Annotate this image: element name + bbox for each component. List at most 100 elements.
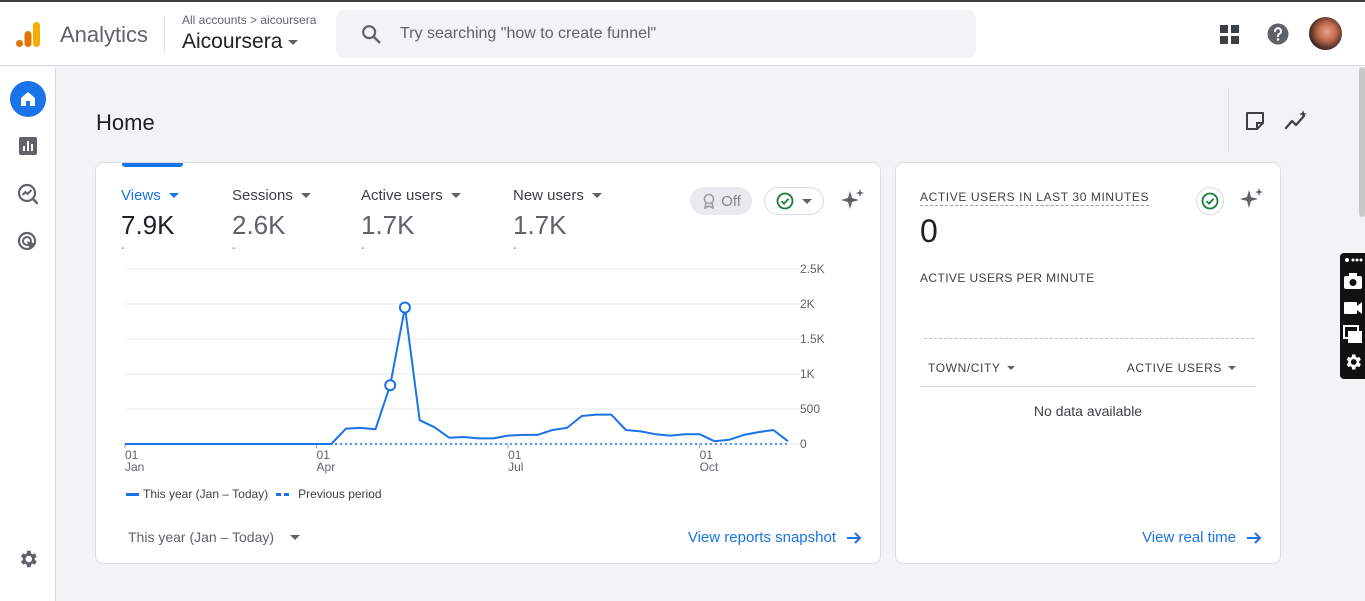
top-app-bar: Analytics All accounts > aicoursera Aico… [0, 2, 1365, 66]
metric-label: Views [121, 187, 161, 204]
check-circle-icon [1201, 192, 1219, 210]
benchmark-toggle[interactable]: Off [690, 187, 752, 215]
reports-icon [19, 137, 37, 155]
search-bar[interactable] [336, 10, 976, 58]
page-title: Home [96, 110, 155, 135]
legend-solid-line [126, 492, 139, 496]
more-options-icon[interactable] [1343, 255, 1363, 265]
side-navigation [0, 67, 56, 601]
empty-state-text: No data available [1033, 403, 1143, 419]
y-tick-label: 2.5K [800, 263, 825, 276]
header-divider [164, 16, 165, 52]
view-real-time-link[interactable]: View real time [1142, 529, 1262, 546]
column-header-active-users[interactable]: ACTIVE USERS [1127, 361, 1236, 375]
realtime-active-users-value: 0 [920, 213, 938, 249]
account-name: Aicoursera [182, 30, 283, 53]
realtime-title[interactable]: ACTIVE USERS IN LAST 30 MINUTES [920, 190, 1150, 206]
x-tick-day-label: 01 [317, 448, 331, 462]
breadcrumb[interactable]: All accounts > aicoursera [182, 13, 317, 27]
caret-down-icon [288, 39, 299, 45]
metric-label: Active users [361, 187, 443, 204]
settings-icon [20, 550, 37, 568]
realtime-data-quality-button[interactable] [1196, 187, 1224, 215]
metric-tab-sessions[interactable]: Sessions 2.6K - [232, 187, 311, 254]
metric-change: - [513, 243, 517, 254]
metric-tab-views[interactable]: Views 7.9K - [121, 187, 179, 254]
y-tick-label: 0 [800, 437, 807, 451]
x-tick-month-label: Jul [508, 460, 523, 474]
window-top-border [0, 0, 1365, 2]
y-tick-label: 1K [800, 367, 815, 381]
metric-label: New users [513, 187, 584, 204]
metric-tab-new-users[interactable]: New users 1.7K - [513, 187, 602, 254]
metric-label: Sessions [232, 187, 293, 204]
data-quality-dropdown[interactable] [764, 187, 824, 215]
legend-previous-label: Previous period [298, 487, 382, 501]
advertising-icon [17, 231, 37, 251]
x-tick-month-label: Oct [700, 460, 719, 474]
home-icon [21, 92, 35, 106]
arrow-right-icon [847, 531, 862, 544]
view-reports-snapshot-link[interactable]: View reports snapshot [688, 529, 862, 546]
active-tab-indicator [122, 163, 183, 167]
x-tick-day-label: 01 [700, 448, 714, 462]
link-label: View reports snapshot [687, 529, 836, 546]
arrow-right-icon [1247, 531, 1262, 544]
insights-icon[interactable] [1284, 109, 1308, 133]
metric-change: - [232, 243, 236, 254]
metric-value: 1.7K [513, 210, 567, 240]
caret-down-icon [168, 193, 179, 198]
camera-icon[interactable] [1343, 271, 1363, 291]
column-header-town-city[interactable]: TOWN/CITY [928, 361, 1015, 375]
x-tick-day-label: 01 [508, 448, 522, 462]
nav-explore-button[interactable] [10, 176, 46, 212]
caret-down-icon [300, 193, 311, 198]
award-icon [703, 193, 715, 209]
apps-grid-icon[interactable] [1219, 24, 1241, 46]
column-label: ACTIVE USERS [1126, 361, 1222, 375]
browser-extension-toolbar [1340, 253, 1365, 379]
date-range-label: This year (Jan – Today) [128, 529, 275, 545]
video-camera-icon[interactable] [1343, 298, 1363, 318]
sparkle-icon[interactable] [1239, 187, 1265, 213]
column-label: TOWN/CITY [928, 361, 1001, 375]
caret-down-icon [450, 193, 461, 198]
search-input[interactable] [400, 10, 960, 58]
analytics-logo-icon[interactable] [14, 20, 42, 48]
link-label: View real time [1142, 529, 1236, 546]
nav-advertising-button[interactable] [10, 224, 46, 260]
note-icon[interactable] [1244, 110, 1266, 132]
page-scrollbar[interactable] [1359, 67, 1365, 217]
metric-value: 1.7K [361, 210, 415, 240]
y-tick-label: 500 [800, 402, 820, 416]
copy-screen-icon[interactable] [1343, 325, 1363, 345]
sparkle-icon[interactable] [840, 188, 866, 214]
nav-admin-settings-button[interactable] [10, 541, 46, 577]
benchmark-toggle-label: Off [721, 192, 741, 210]
nav-reports-button[interactable] [10, 128, 46, 164]
series-line-this-year [125, 306, 789, 445]
x-tick-day-label: 01 [125, 448, 139, 462]
active-users-per-minute-label: ACTIVE USERS PER MINUTE [920, 271, 1095, 285]
nav-home-button[interactable] [10, 81, 46, 117]
explore-icon [17, 183, 39, 205]
y-tick-label: 1.5K [800, 332, 825, 346]
realtime-table-header: TOWN/CITY ACTIVE USERS [920, 355, 1256, 387]
check-circle-icon [776, 192, 794, 210]
search-icon [362, 25, 381, 44]
settings-icon[interactable] [1343, 352, 1363, 372]
per-minute-empty-chart [924, 338, 1254, 339]
legend-dashed-line [276, 492, 291, 496]
caret-down-icon [1228, 366, 1236, 370]
help-icon[interactable] [1266, 22, 1290, 46]
data-point-marker [384, 379, 397, 392]
account-selector[interactable]: Aicoursera [182, 30, 299, 54]
user-avatar[interactable] [1309, 17, 1342, 50]
data-point-marker [398, 301, 411, 314]
y-tick-label: 2K [800, 297, 815, 311]
caret-down-icon [591, 193, 602, 198]
metric-tab-active-users[interactable]: Active users 1.7K - [361, 187, 461, 254]
caret-down-icon [802, 198, 812, 204]
date-range-selector[interactable]: This year (Jan – Today) [128, 529, 301, 545]
